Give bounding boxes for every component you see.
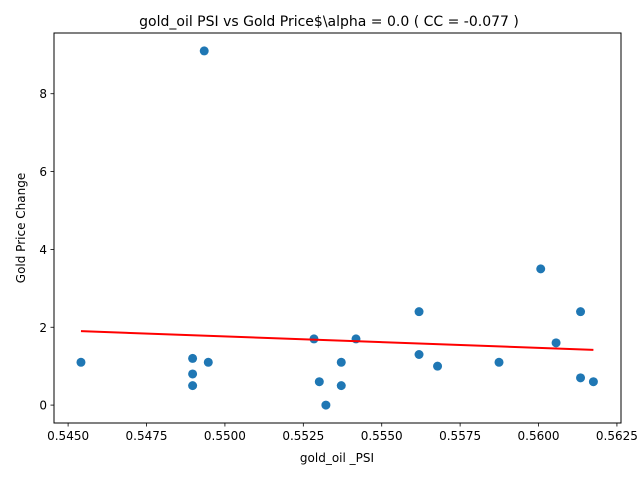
x-tick-label: 0.5500 bbox=[204, 429, 246, 443]
data-point-1 bbox=[76, 357, 86, 367]
y-axis-label: Gold Price Change bbox=[14, 173, 28, 283]
data-point-16 bbox=[494, 357, 504, 367]
x-axis: 0.5450 0.5475 0.5500 0.5525 0.5550 0.5575 0.56… bbox=[47, 423, 638, 443]
y-axis: 0 2 4 6 8 bbox=[39, 87, 54, 413]
x-tick-label: 0.5600 bbox=[518, 429, 560, 443]
data-point-11 bbox=[336, 381, 346, 391]
x-tick-label: 0.5575 bbox=[439, 429, 481, 443]
y-tick-label: 8 bbox=[39, 87, 47, 101]
x-tick-label: 0.5625 bbox=[596, 429, 638, 443]
data-point-20 bbox=[576, 373, 586, 383]
y-tick-label: 2 bbox=[39, 321, 47, 335]
data-point-21 bbox=[588, 377, 598, 387]
y-tick-label: 6 bbox=[39, 165, 47, 179]
data-point-8 bbox=[314, 377, 324, 387]
y-tick-label: 4 bbox=[39, 243, 47, 257]
x-axis-label: gold_oil _PSI bbox=[300, 451, 374, 465]
data-point-3 bbox=[188, 369, 198, 379]
data-point-15 bbox=[433, 361, 443, 371]
axes-frame bbox=[53, 32, 622, 424]
data-point-10 bbox=[336, 357, 346, 367]
data-point-19 bbox=[576, 307, 586, 317]
y-tick-label: 0 bbox=[39, 399, 47, 413]
plot-area bbox=[76, 46, 598, 410]
x-tick-label: 0.5475 bbox=[126, 429, 168, 443]
x-tick-label: 0.5550 bbox=[361, 429, 403, 443]
data-point-17 bbox=[536, 264, 546, 274]
chart-title: gold_oil PSI vs Gold Price$\alpha = 0.0 … bbox=[139, 14, 519, 30]
data-point-13 bbox=[414, 307, 424, 317]
data-point-5 bbox=[199, 46, 209, 56]
regression-line bbox=[80, 330, 594, 351]
x-tick-label: 0.5450 bbox=[47, 429, 89, 443]
data-point-18 bbox=[551, 338, 561, 348]
data-point-9 bbox=[321, 400, 331, 410]
data-point-2 bbox=[188, 353, 198, 363]
x-tick-label: 0.5525 bbox=[282, 429, 324, 443]
data-point-4 bbox=[188, 381, 198, 391]
data-point-6 bbox=[203, 357, 213, 367]
data-point-14 bbox=[414, 350, 424, 359]
